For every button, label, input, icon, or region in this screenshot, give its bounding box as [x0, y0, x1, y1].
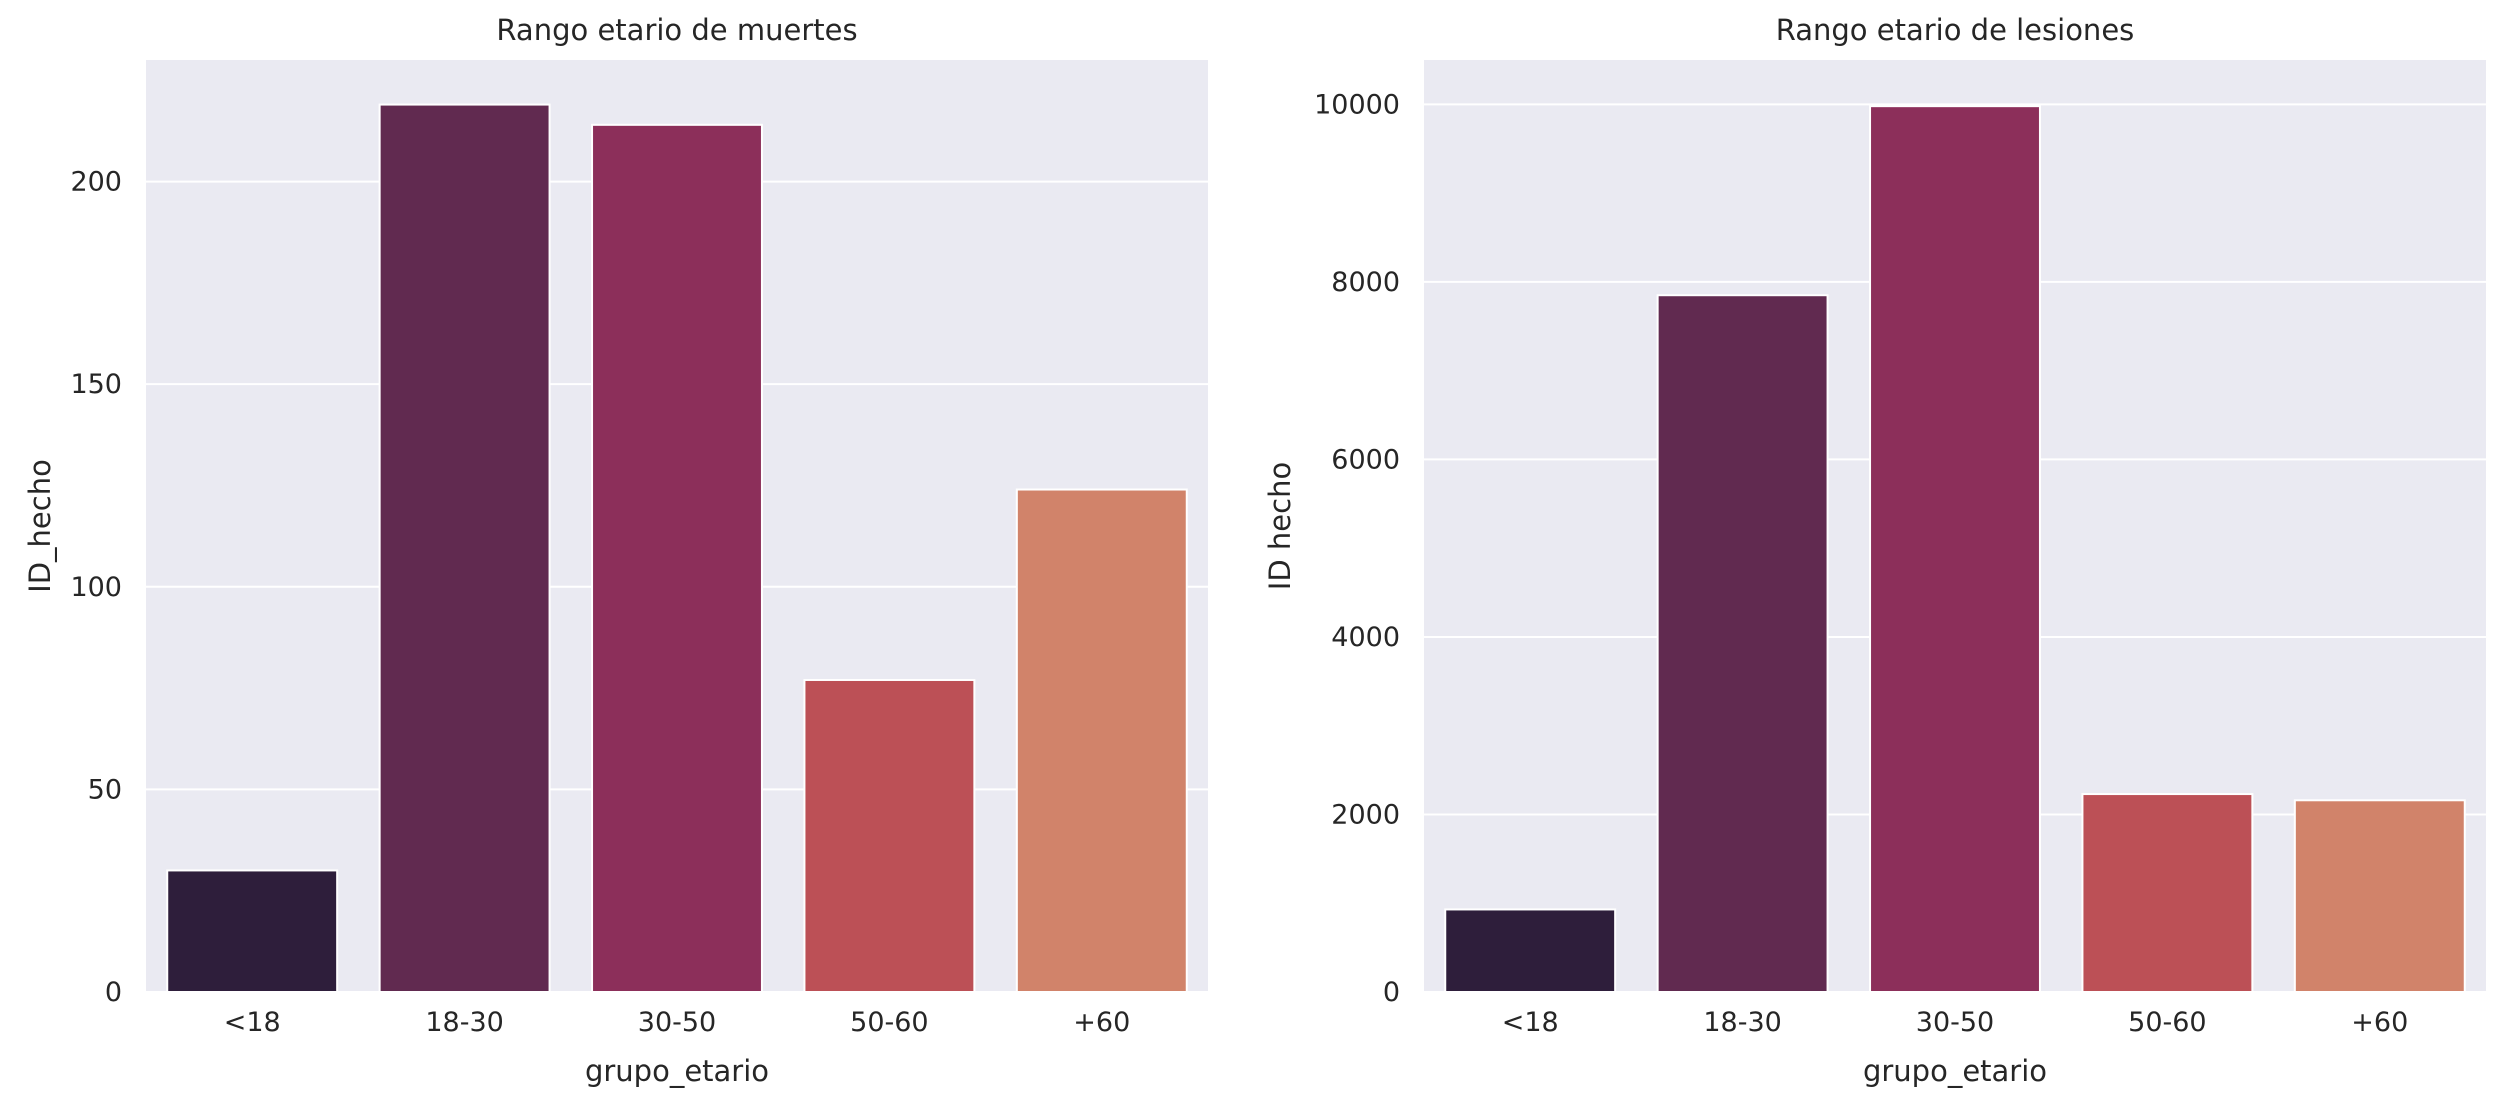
bar-lesiones-0 [1444, 908, 1617, 993]
y-tick-label-muertes-3: 150 [70, 369, 122, 400]
chart-lesiones: 0 2000 4000 6000 8000 10000 <18 18-30 30-50 50-6… [1263, 13, 2486, 1088]
x-tick-label-muertes-0: <18 [224, 1007, 281, 1038]
y-tick-label-muertes-0: 0 [105, 977, 122, 1008]
x-tick-label-lesiones-1: 18-30 [1703, 1007, 1781, 1038]
bar-muertes-1 [378, 103, 551, 993]
y-tick-label-lesiones-5: 10000 [1314, 89, 1400, 120]
chart-title-lesiones: Rango etario de lesiones [1776, 13, 2135, 47]
x-ticks-lesiones: <18 18-30 30-50 50-60 +60 [1502, 1007, 2409, 1038]
y-ticks-muertes: 0 50 100 150 200 [70, 167, 122, 1008]
bar-muertes-4 [1015, 488, 1188, 993]
x-tick-label-lesiones-4: +60 [2351, 1007, 2408, 1038]
bar-lesiones-1 [1656, 294, 1829, 993]
y-tick-label-lesiones-0: 0 [1383, 977, 1400, 1008]
x-tick-label-lesiones-2: 30-50 [1916, 1007, 1994, 1038]
y-tick-label-lesiones-3: 6000 [1331, 444, 1400, 475]
x-tick-label-muertes-1: 18-30 [425, 1007, 503, 1038]
x-tick-label-muertes-2: 30-50 [638, 1007, 716, 1038]
x-tick-label-lesiones-0: <18 [1502, 1007, 1559, 1038]
x-axis-label-lesiones: grupo_etario [1863, 1054, 2047, 1088]
chart-title-muertes: Rango etario de muertes [496, 13, 857, 47]
x-tick-label-muertes-4: +60 [1073, 1007, 1130, 1038]
y-tick-label-lesiones-1: 2000 [1331, 799, 1400, 830]
y-ticks-lesiones: 0 2000 4000 6000 8000 10000 [1314, 89, 1400, 1008]
y-tick-label-muertes-2: 100 [70, 572, 122, 603]
y-axis-label-muertes: ID_hecho [23, 459, 57, 593]
x-axis-label-muertes: grupo_etario [585, 1054, 769, 1088]
bar-lesiones-3 [2081, 793, 2254, 994]
x-ticks-muertes: <18 18-30 30-50 50-60 +60 [224, 1007, 1131, 1038]
y-tick-label-lesiones-2: 4000 [1331, 622, 1400, 653]
bar-lesiones-4 [2293, 799, 2466, 993]
bar-muertes-0 [166, 869, 339, 993]
y-axis-label-lesiones: ID hecho [1263, 462, 1297, 590]
x-tick-label-lesiones-3: 50-60 [2128, 1007, 2206, 1038]
bar-lesiones-2 [1869, 105, 2041, 993]
bar-muertes-3 [803, 678, 976, 993]
chart-muertes: 0 50 100 150 200 <18 18-30 30-50 50-60 +60 Rango… [23, 13, 1208, 1088]
bars-lesiones [1444, 105, 2466, 994]
y-tick-label-lesiones-4: 8000 [1331, 267, 1400, 298]
y-tick-label-muertes-1: 50 [88, 774, 122, 805]
x-tick-label-muertes-3: 50-60 [850, 1007, 928, 1038]
y-tick-label-muertes-4: 200 [70, 167, 122, 198]
bars-muertes [166, 103, 1188, 994]
bar-muertes-2 [591, 123, 763, 994]
